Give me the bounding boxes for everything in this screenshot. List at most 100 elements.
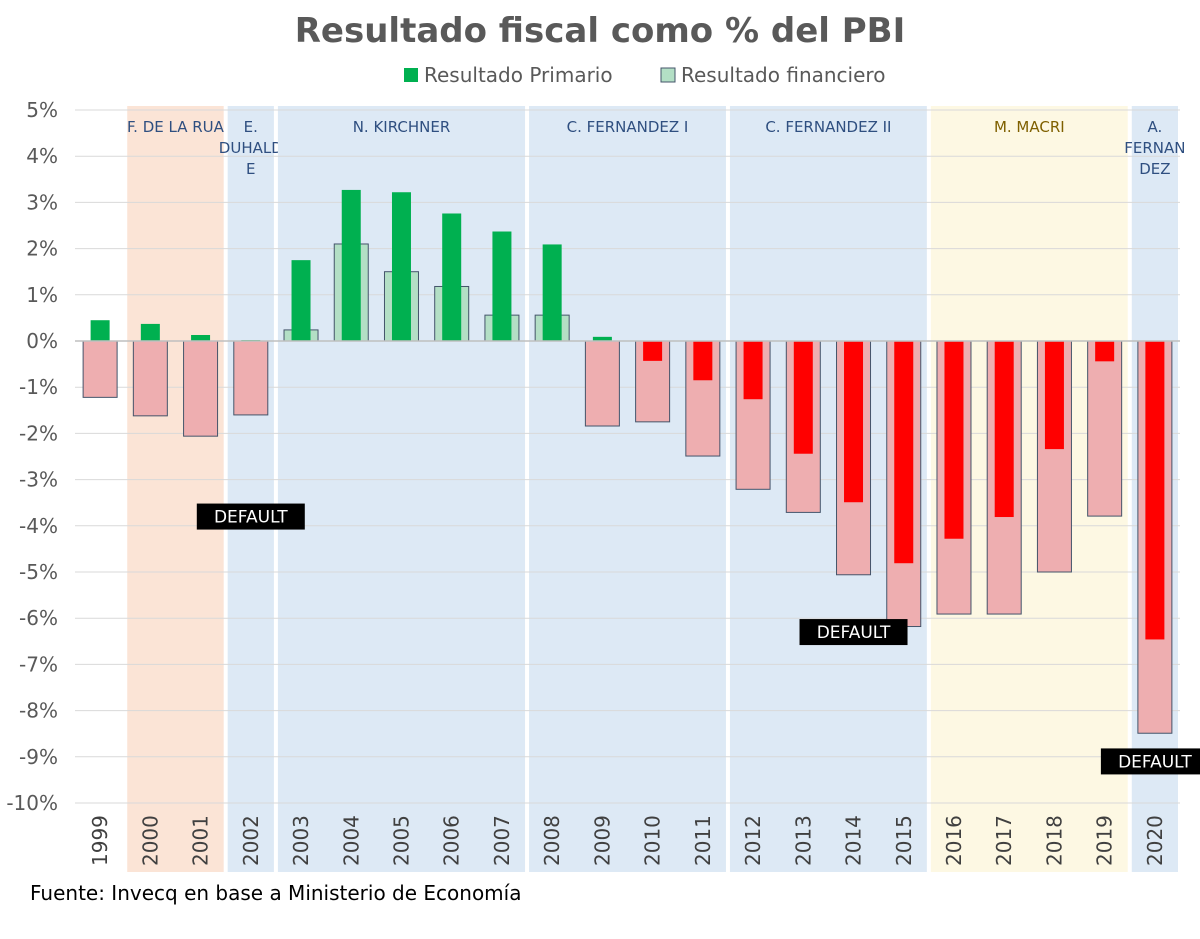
- x-tick-label: 2016: [942, 815, 966, 866]
- y-tick-label: 2%: [26, 237, 58, 261]
- default-annotation: DEFAULT: [799, 619, 908, 646]
- y-tick-label: 4%: [26, 144, 58, 168]
- y-tick-label: -1%: [19, 375, 58, 399]
- x-tick-label: 2007: [490, 815, 514, 866]
- y-tick-label: -6%: [19, 606, 58, 630]
- period-label: E: [246, 160, 255, 178]
- period-label: N. KIRCHNER: [353, 118, 451, 136]
- legend-label: Resultado Primario: [424, 63, 613, 87]
- bar-resultado-primario: [341, 189, 361, 341]
- x-tick-label: 2010: [641, 815, 665, 866]
- bar-resultado-primario: [291, 260, 311, 341]
- x-tick-label: 1999: [88, 815, 112, 866]
- bar-resultado-primario: [90, 320, 110, 341]
- x-tick-label: 2009: [590, 815, 614, 866]
- y-tick-label: -8%: [19, 699, 58, 723]
- y-tick-label: -5%: [19, 560, 58, 584]
- period-band: [529, 106, 726, 872]
- x-tick-label: 2017: [992, 815, 1016, 866]
- x-tick-label: 2003: [289, 815, 313, 866]
- legend-item: Resultado financiero: [660, 63, 885, 87]
- axes: 5% 4% 3% 2% 1% 0% -1% -2% -3% -4% -5% -6% -7% -8% -9% -…: [6, 98, 1180, 866]
- default-label-box: [196, 503, 305, 530]
- x-tick-label: 2011: [691, 815, 715, 866]
- period-label: C. FERNANDEZ II: [765, 118, 891, 136]
- x-tick-label: 2008: [540, 815, 564, 866]
- bar-resultado-financiero: [584, 340, 620, 427]
- period-label: A.: [1148, 118, 1163, 136]
- x-tick-label: 2001: [189, 815, 213, 866]
- y-tick-label: -3%: [19, 468, 58, 492]
- x-tick-label: 2004: [339, 815, 363, 866]
- default-label-text: DEFAULT: [214, 508, 288, 528]
- period-label: C. FERNANDEZ I: [567, 118, 689, 136]
- bar-resultado-financiero: [183, 340, 219, 437]
- y-tick-label: 1%: [26, 283, 58, 307]
- y-tick-label: -9%: [19, 745, 58, 769]
- chart-title: Resultado fiscal como % del PBI: [295, 11, 906, 51]
- bar-resultado-primario: [944, 341, 964, 539]
- legend-swatch: [404, 68, 418, 82]
- bar-resultado-primario: [793, 341, 813, 454]
- bar-resultado-financiero: [233, 340, 269, 416]
- bar-resultado-primario: [1095, 341, 1115, 362]
- bar-resultado-primario: [492, 231, 512, 341]
- x-tick-label: 2015: [892, 815, 916, 866]
- period-label: F. DE LA RUA: [127, 118, 225, 136]
- default-annotation: DEFAULT: [196, 503, 305, 530]
- bar-resultado-primario: [442, 213, 462, 341]
- bar-resultado-primario: [693, 341, 713, 381]
- y-tick-label: 3%: [26, 190, 58, 214]
- default-label-box: [799, 619, 908, 646]
- bar-resultado-primario: [391, 192, 411, 341]
- x-tick-label: 2000: [138, 815, 162, 866]
- x-tick-label: 2013: [791, 815, 815, 866]
- period-band: [227, 106, 274, 872]
- x-tick-label: 2019: [1093, 815, 1117, 866]
- legend-item: Resultado Primario: [404, 63, 613, 87]
- bar-resultado-primario: [592, 336, 612, 341]
- bar-resultado-financiero: [132, 340, 168, 417]
- legend: Resultado Primario Resultado financiero: [404, 63, 885, 87]
- legend-label: Resultado financiero: [681, 63, 885, 87]
- bar-resultado-primario: [140, 323, 160, 341]
- x-tick-label: 2005: [389, 815, 413, 866]
- bar-resultado-primario: [643, 341, 663, 361]
- bar-resultado-financiero: [1087, 340, 1123, 517]
- period-label: DUHALD: [219, 139, 283, 157]
- x-tick-label: 2018: [1042, 815, 1066, 866]
- y-tick-label: 5%: [26, 98, 58, 122]
- bar-resultado-primario: [1044, 341, 1064, 450]
- x-tick-label: 2014: [842, 815, 866, 866]
- bar-resultado-primario: [1145, 341, 1165, 640]
- x-tick-label: 2002: [239, 815, 263, 866]
- x-tick-label: 2006: [440, 815, 464, 866]
- y-tick-label: -4%: [19, 514, 58, 538]
- period-band: [127, 106, 224, 872]
- bar-resultado-primario: [542, 244, 562, 341]
- default-label-text: DEFAULT: [817, 623, 891, 643]
- default-annotation: DEFAULT: [1100, 748, 1200, 775]
- default-label-box: [1100, 748, 1200, 775]
- source-note: Fuente: Invecq en base a Ministerio de E…: [30, 881, 521, 905]
- bar-resultado-primario: [994, 341, 1014, 518]
- y-tick-label: 0%: [26, 329, 58, 353]
- y-tick-label: -2%: [19, 421, 58, 445]
- y-tick-label: -7%: [19, 652, 58, 676]
- period-label: E.: [244, 118, 258, 136]
- period-label: FERNAN: [1124, 139, 1185, 157]
- period-label: DEZ: [1139, 160, 1170, 178]
- legend-swatch: [660, 67, 676, 83]
- bar-resultado-primario: [894, 341, 914, 564]
- bar-resultado-financiero: [82, 340, 118, 398]
- bars: [82, 189, 1173, 734]
- y-tick-label: -10%: [6, 791, 58, 815]
- annotations: DEFAULT DEFAULT DEFAULT: [196, 503, 1200, 775]
- x-tick-label: 2020: [1143, 815, 1167, 866]
- period-label: M. MACRI: [994, 118, 1065, 136]
- bar-resultado-primario: [191, 334, 211, 341]
- default-label-text: DEFAULT: [1118, 752, 1192, 772]
- x-tick-label: 2012: [741, 815, 765, 866]
